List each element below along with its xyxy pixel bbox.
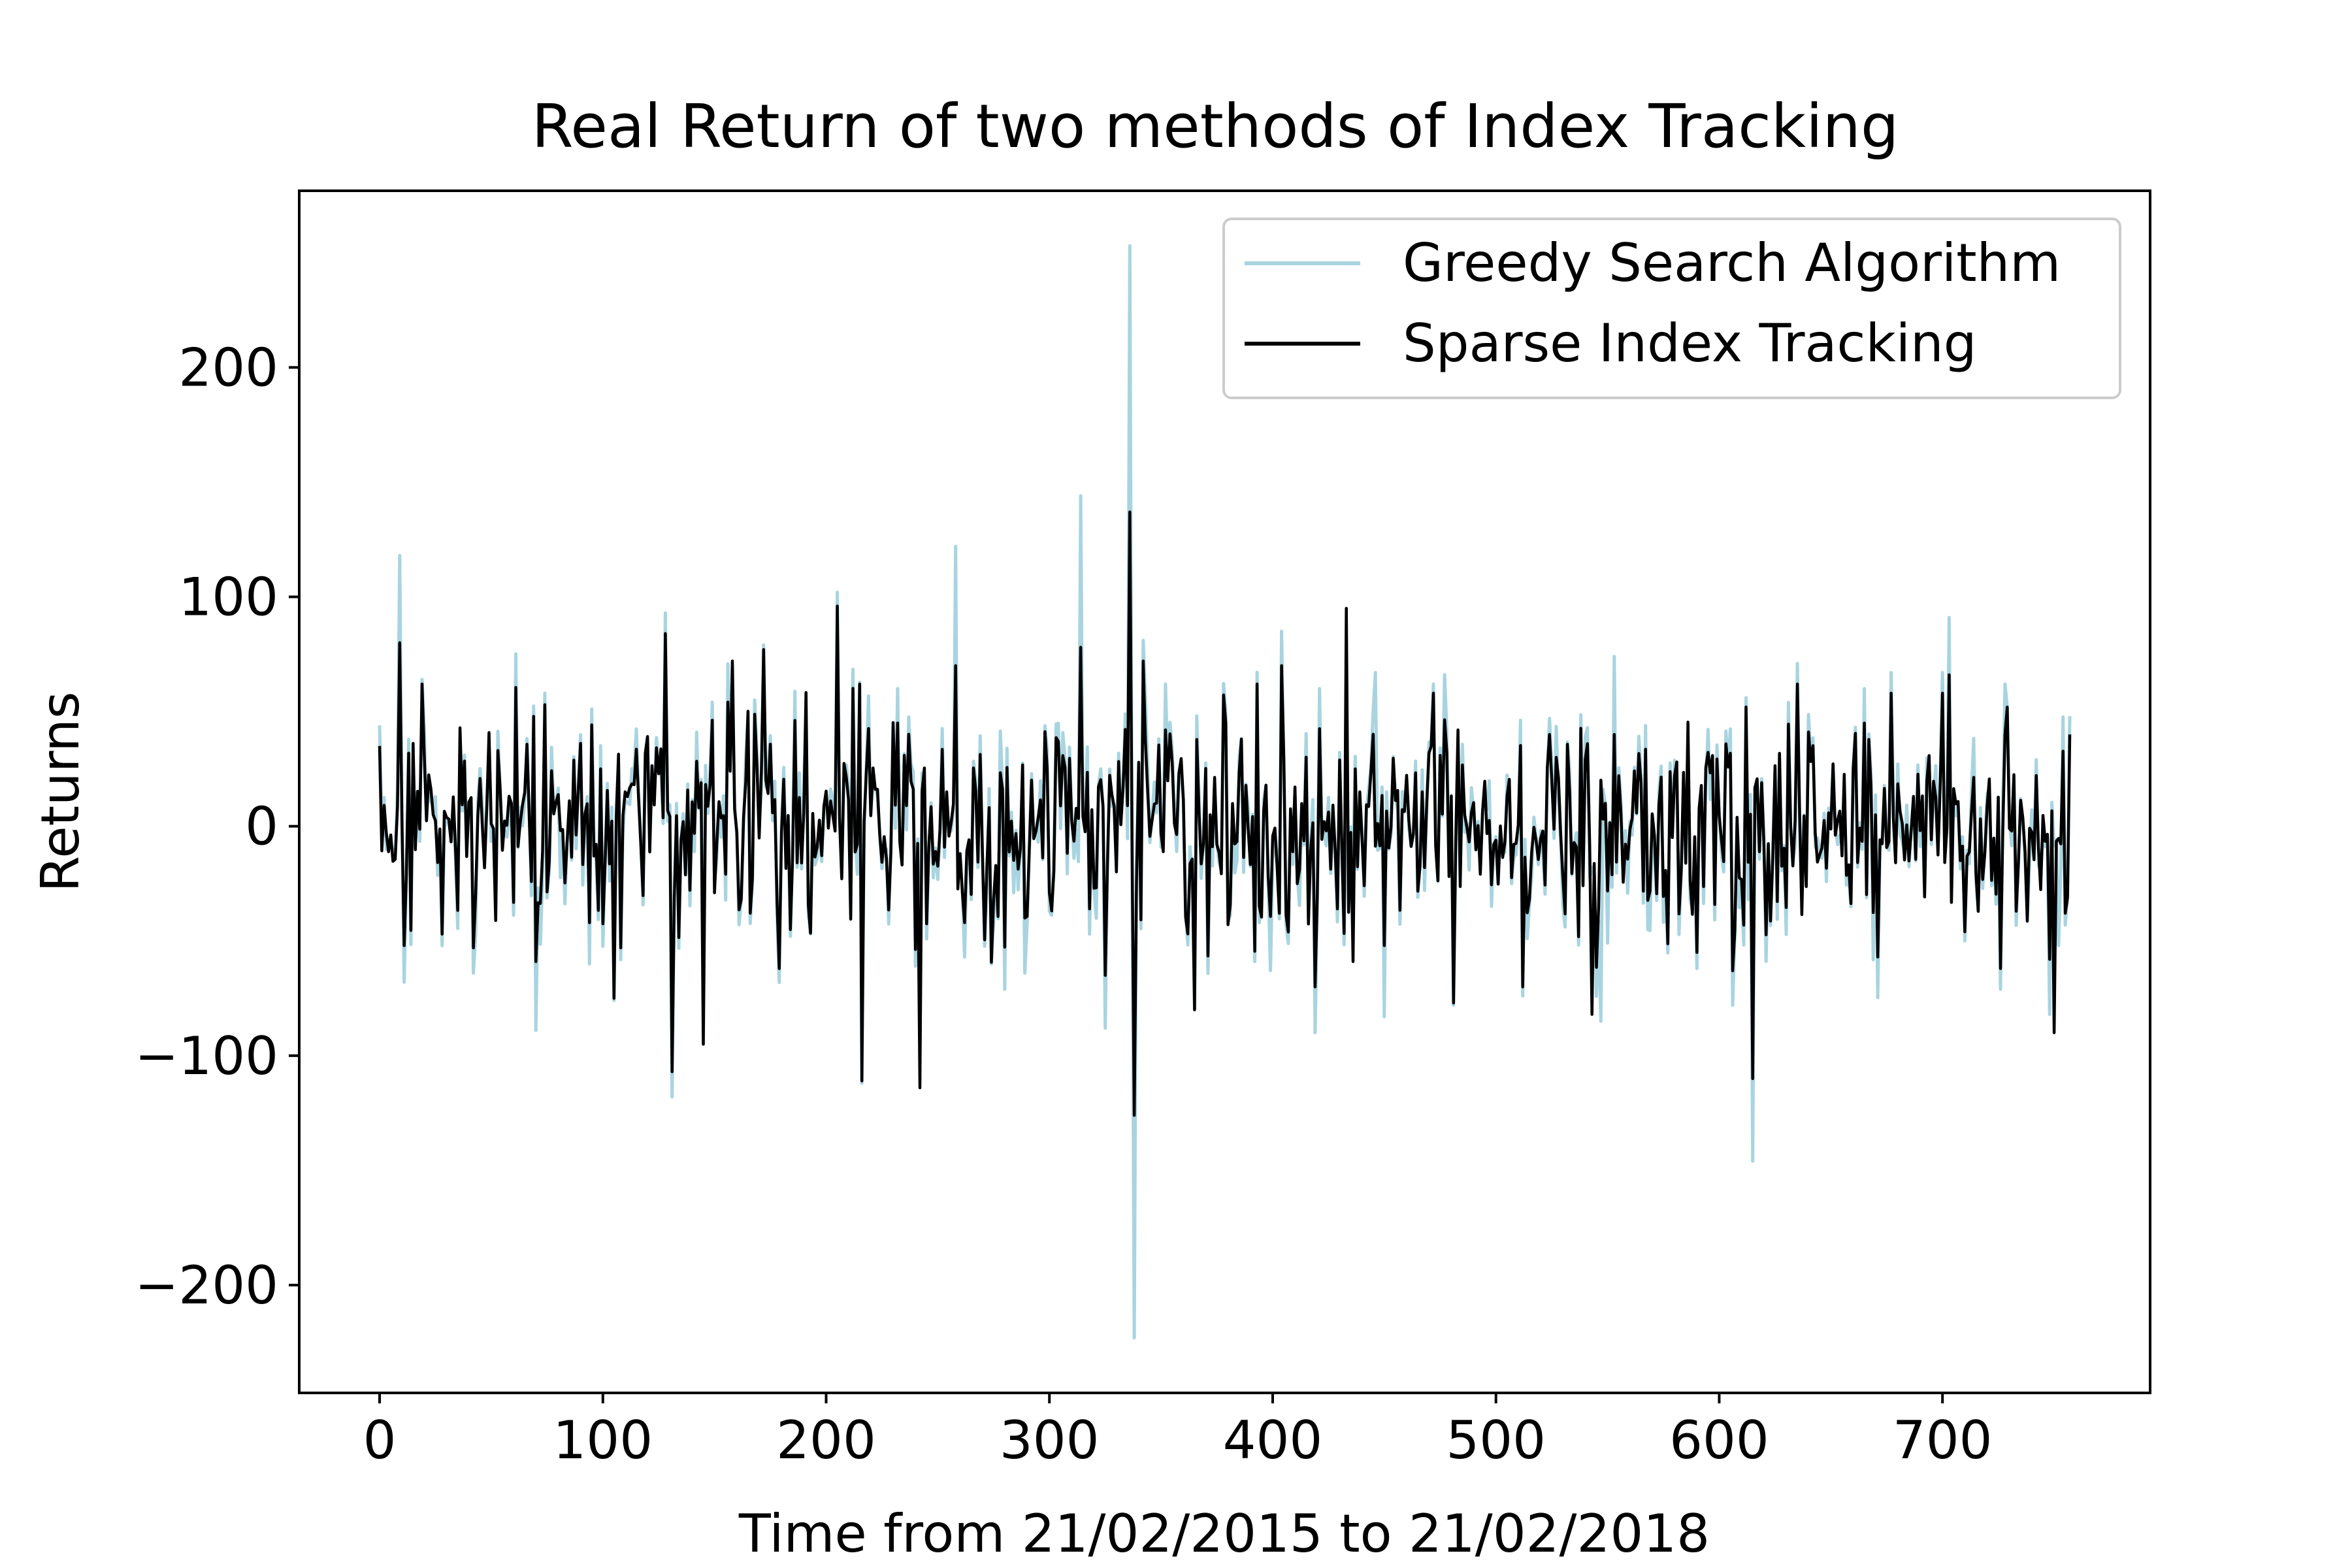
y-tick-label: 0	[245, 796, 278, 857]
legend-box	[1222, 218, 2121, 399]
x-axis-label: Time from 21/02/2015 to 21/02/2018	[738, 1503, 1710, 1564]
y-axis-label: Returns	[30, 691, 91, 892]
plot-lines	[378, 244, 2072, 1340]
x-tick-label: 700	[1893, 1410, 1993, 1471]
x-tick-label: 200	[776, 1410, 876, 1471]
y-tick-label: −100	[135, 1026, 278, 1086]
y-tick-label: 200	[178, 337, 278, 398]
legend: Greedy Search Algorithm Sparse Index Tra…	[1222, 218, 2121, 399]
x-tick-label: 300	[1000, 1410, 1100, 1471]
y-tick-label: 100	[178, 567, 278, 628]
legend-label-greedy: Greedy Search Algorithm	[1403, 233, 2061, 293]
x-tick-label: 100	[553, 1410, 653, 1471]
y-axis-ticks: −200 −100 0 100 200	[135, 337, 299, 1316]
series-line-greedy	[378, 244, 2072, 1340]
chart-title: Real Return of two methods of Index Trac…	[532, 91, 1899, 161]
x-tick-label: 500	[1446, 1410, 1546, 1471]
x-tick-label: 600	[1669, 1410, 1769, 1471]
legend-label-sparse: Sparse Index Tracking	[1403, 313, 1977, 374]
x-tick-label: 400	[1223, 1410, 1323, 1471]
x-axis-ticks: 0 100 200 300 400 500 600 700	[363, 1393, 1993, 1471]
plot-frame	[298, 189, 2151, 1394]
y-tick-label: −200	[135, 1255, 278, 1316]
x-tick-label: 0	[363, 1410, 397, 1471]
series-line-sparse	[378, 510, 2072, 1117]
